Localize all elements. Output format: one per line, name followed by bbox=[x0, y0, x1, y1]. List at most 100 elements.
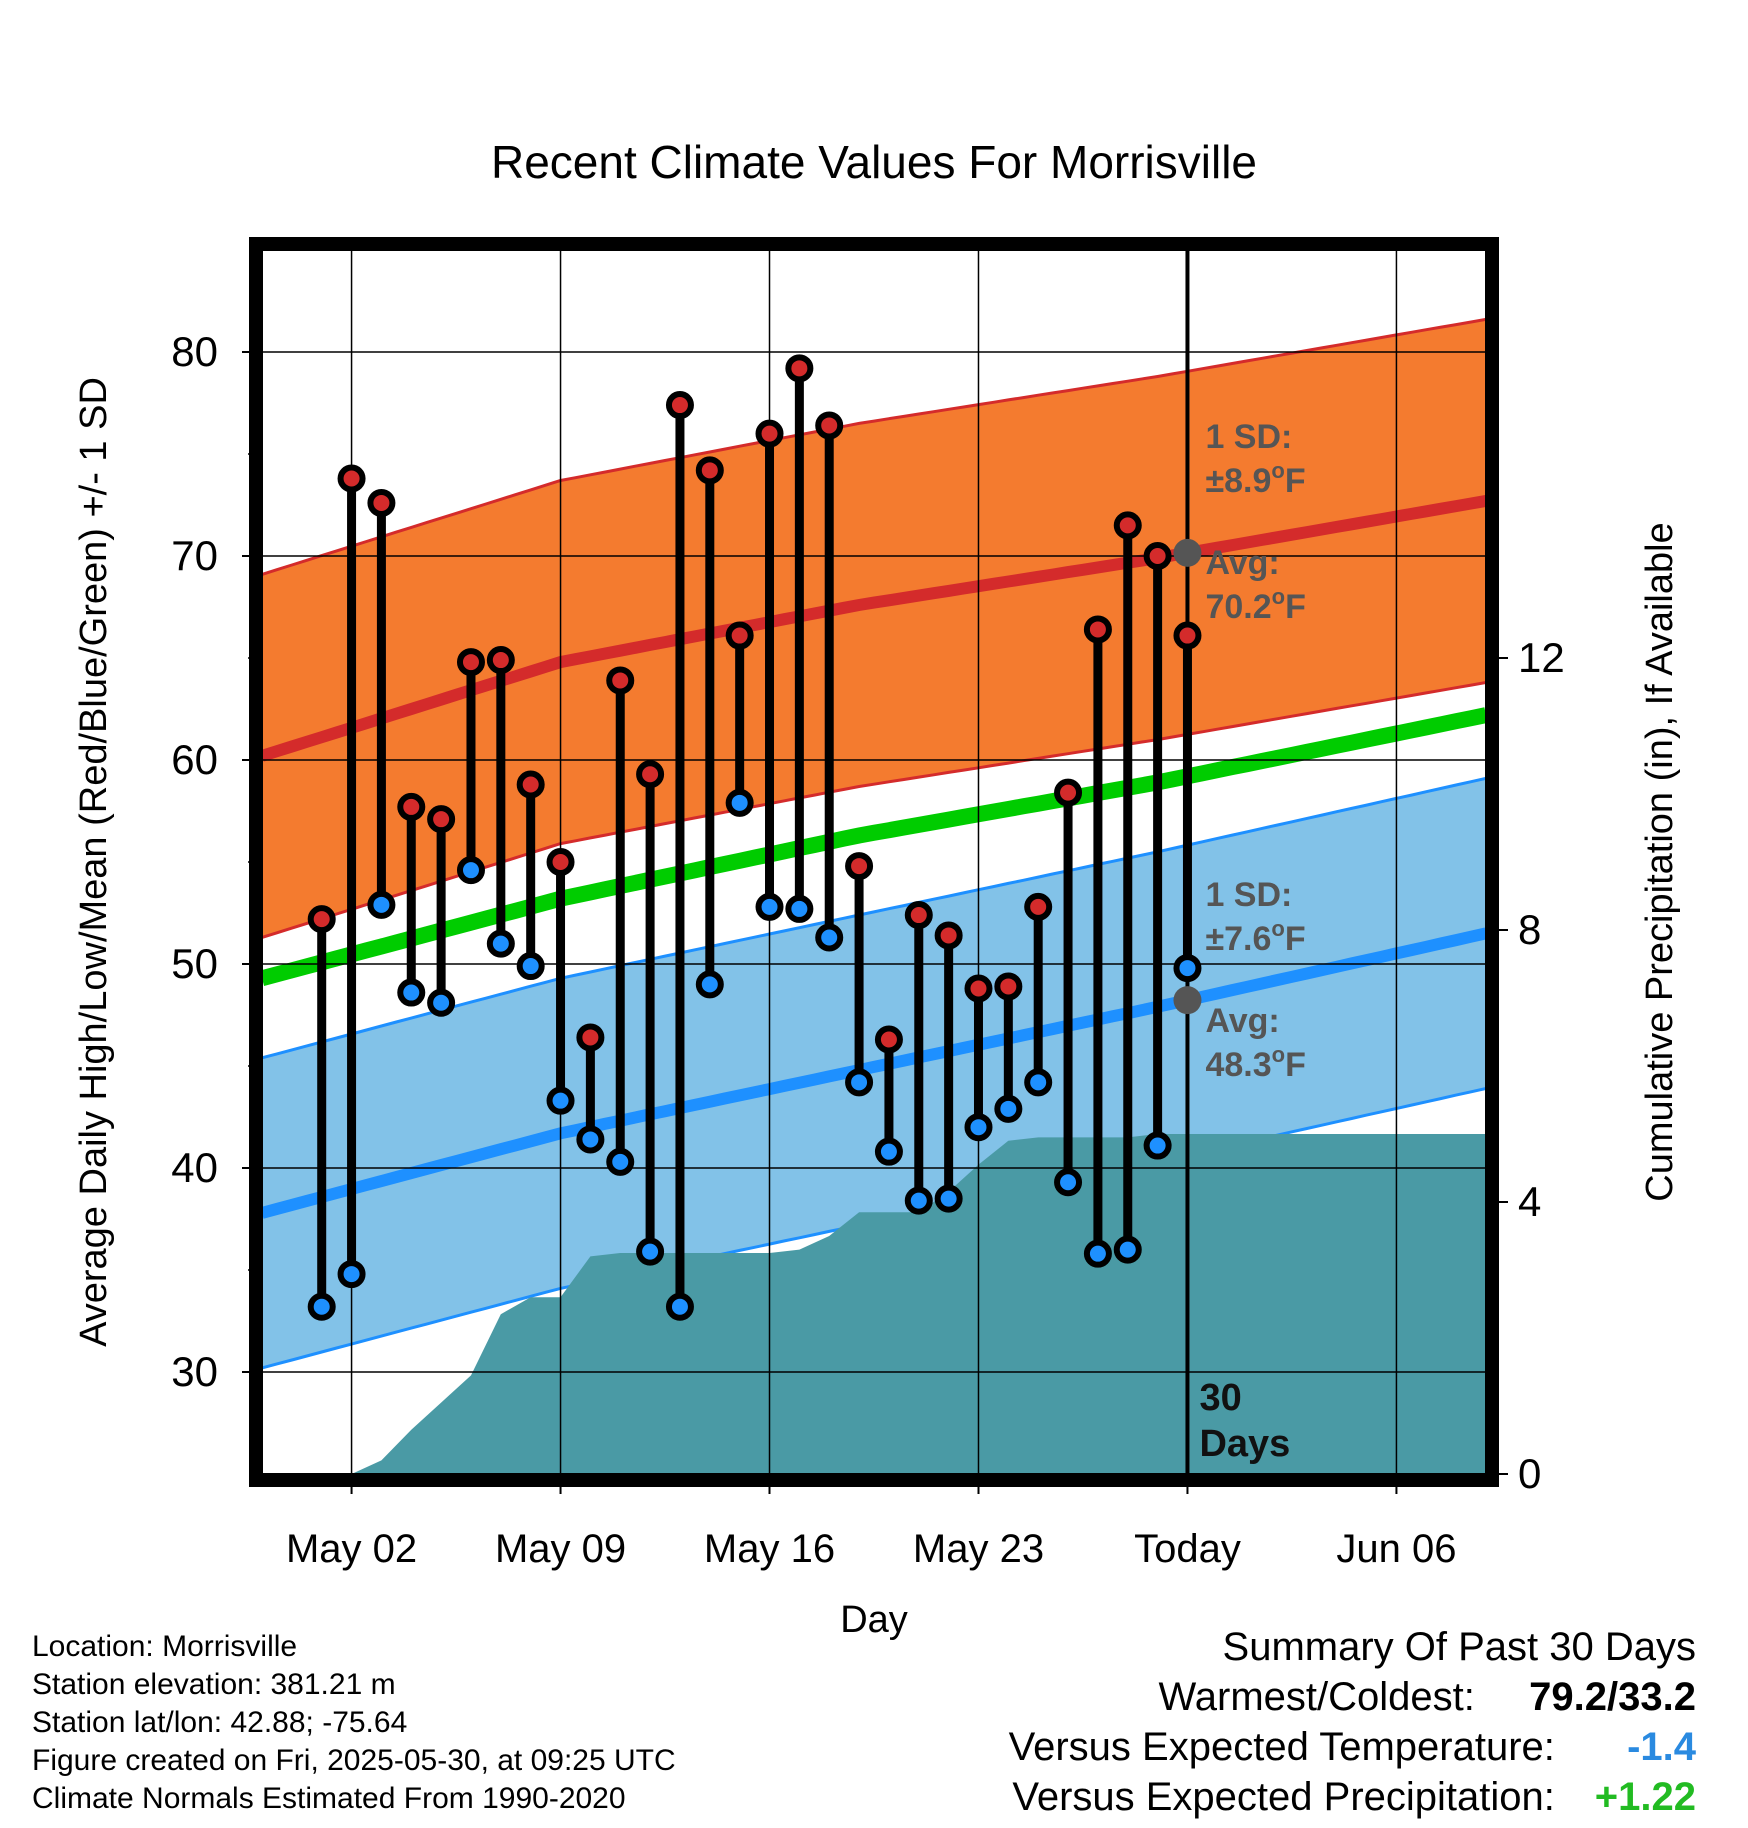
x-tick-label: Jun 06 bbox=[1336, 1527, 1456, 1571]
daily-high-marker bbox=[934, 921, 963, 950]
temp-value: -1.4 bbox=[1627, 1725, 1696, 1769]
daily-high-marker bbox=[1054, 778, 1083, 807]
low-avg-annotation-label: Avg: bbox=[1205, 1002, 1279, 1040]
daily-high-marker bbox=[337, 464, 366, 493]
y2-tick-label: 0 bbox=[1518, 1450, 1541, 1497]
precip-value: +1.22 bbox=[1594, 1775, 1696, 1819]
y-axis-label: Average Daily High/Low/Mean (Red/Blue/Gr… bbox=[73, 377, 115, 1347]
low-band-upper-edge bbox=[262, 776, 1486, 1060]
daily-low-marker bbox=[456, 856, 485, 885]
daily-low-marker bbox=[337, 1260, 366, 1289]
daily-high-marker bbox=[1113, 511, 1142, 540]
daily-high-marker bbox=[1173, 621, 1202, 650]
daily-high-marker bbox=[755, 419, 784, 448]
y-tick-label: 40 bbox=[171, 1144, 218, 1191]
daily-low-marker bbox=[427, 988, 456, 1017]
daily-low-marker bbox=[1083, 1239, 1112, 1268]
temp-row: Versus Expected Temperature: -1.4 bbox=[1009, 1722, 1696, 1772]
daily-high-marker bbox=[546, 848, 575, 876]
daily-high-marker bbox=[815, 411, 844, 440]
high-avg-annotation-value: 70.2oF bbox=[1205, 584, 1305, 626]
days-label: Days bbox=[1199, 1423, 1290, 1465]
daily-high-marker bbox=[904, 901, 933, 930]
daily-high-marker bbox=[665, 391, 694, 420]
warmest-row: Warmest/Coldest: 79.2/33.2 bbox=[1009, 1672, 1697, 1722]
daily-high-marker bbox=[1024, 892, 1053, 921]
chart-title: Recent Climate Values For Morrisville bbox=[491, 136, 1257, 188]
daily-low-marker bbox=[964, 1113, 993, 1142]
daily-low-marker bbox=[516, 952, 545, 981]
warmest-value: 79.2/33.2 bbox=[1529, 1675, 1696, 1719]
daily-low-marker bbox=[576, 1125, 605, 1154]
daily-low-marker bbox=[845, 1068, 874, 1097]
y2-axis-label: Cumulative Precipitation (in), If Availa… bbox=[1639, 522, 1681, 1201]
daily-low-marker bbox=[815, 923, 844, 952]
x-tick-label: May 09 bbox=[495, 1527, 626, 1571]
daily-low-marker bbox=[994, 1094, 1023, 1123]
daily-high-marker bbox=[1083, 615, 1112, 644]
precip-row: Versus Expected Precipitation: +1.22 bbox=[1009, 1772, 1696, 1822]
low-sd-band bbox=[262, 778, 1486, 1368]
station-info: Location: Morrisville Station elevation:… bbox=[32, 1628, 676, 1818]
daily-high-marker bbox=[516, 770, 545, 799]
daily-low-marker bbox=[695, 970, 724, 999]
high-sd-band bbox=[262, 319, 1486, 938]
normals-text: Climate Normals Estimated From 1990-2020 bbox=[32, 1782, 626, 1815]
daily-high-marker bbox=[1143, 542, 1172, 570]
y-tick-label: 60 bbox=[171, 736, 218, 783]
daily-high-marker bbox=[636, 760, 665, 789]
daily-low-marker bbox=[307, 1292, 336, 1321]
daily-high-marker bbox=[695, 456, 724, 485]
y-tick-label: 50 bbox=[171, 940, 218, 987]
daily-high-marker bbox=[427, 805, 456, 834]
daily-high-marker bbox=[874, 1025, 903, 1054]
precip-label: Versus Expected Precipitation: bbox=[1012, 1775, 1555, 1819]
y2-tick-label: 12 bbox=[1518, 634, 1565, 681]
summary-title: Summary Of Past 30 Days bbox=[1222, 1625, 1696, 1669]
plot-area: 30 40 50 60 70 80 0 4 8 12 May 02 May 09 May 16 May 2… bbox=[171, 237, 1565, 1571]
temp-label: Versus Expected Temperature: bbox=[1008, 1725, 1555, 1769]
daily-low-marker bbox=[1173, 954, 1202, 983]
warmest-label: Warmest/Coldest: bbox=[1158, 1675, 1475, 1719]
daily-low-marker bbox=[785, 894, 814, 923]
daily-high-marker bbox=[367, 488, 396, 517]
daily-high-marker bbox=[307, 905, 336, 934]
x-tick-label: May 16 bbox=[704, 1527, 835, 1571]
daily-low-marker bbox=[636, 1237, 665, 1266]
low-avg-dot bbox=[1173, 986, 1202, 1015]
daily-low-marker bbox=[665, 1292, 694, 1321]
daily-low-marker bbox=[1143, 1131, 1172, 1160]
y-tick-label: 80 bbox=[171, 328, 218, 375]
daily-high-marker bbox=[964, 974, 993, 1003]
avg-low-line bbox=[262, 927, 1486, 1219]
low-avg-annotation-value: 48.3oF bbox=[1205, 1042, 1305, 1084]
summary-panel: Summary Of Past 30 Days Warmest/Coldest:… bbox=[1009, 1622, 1696, 1822]
location-text: Location: Morrisville bbox=[32, 1630, 298, 1663]
daily-low-marker bbox=[486, 929, 515, 958]
daily-high-marker bbox=[486, 646, 515, 675]
high-band-upper-edge bbox=[262, 317, 1486, 576]
daily-high-marker bbox=[606, 666, 635, 695]
x-tick-label: Today bbox=[1134, 1527, 1241, 1571]
x-axis-label: Day bbox=[840, 1599, 908, 1641]
elevation-text: Station elevation: 381.21 m bbox=[32, 1668, 396, 1701]
daily-low-marker bbox=[904, 1186, 933, 1215]
y-tick-label: 70 bbox=[171, 532, 218, 579]
daily-high-marker bbox=[576, 1023, 605, 1052]
daily-high-marker bbox=[994, 972, 1023, 1001]
daily-low-marker bbox=[1024, 1068, 1053, 1097]
daily-low-marker bbox=[367, 890, 396, 919]
y2-tick-label: 8 bbox=[1518, 906, 1541, 953]
latlon-text: Station lat/lon: 42.88; -75.64 bbox=[32, 1706, 408, 1739]
high-sd-annotation-label: 1 SD: bbox=[1205, 418, 1292, 456]
high-sd-annotation-value: ±8.9oF bbox=[1205, 458, 1305, 500]
days-label: 30 bbox=[1199, 1377, 1241, 1419]
daily-low-marker bbox=[397, 978, 426, 1007]
plot-clip-group bbox=[262, 250, 1486, 1474]
daily-low-marker bbox=[755, 892, 784, 921]
low-sd-annotation-value: ±7.6oF bbox=[1205, 916, 1305, 958]
high-avg-annotation-label: Avg: bbox=[1205, 544, 1279, 582]
daily-low-marker bbox=[934, 1184, 963, 1213]
daily-high-marker bbox=[456, 648, 485, 677]
